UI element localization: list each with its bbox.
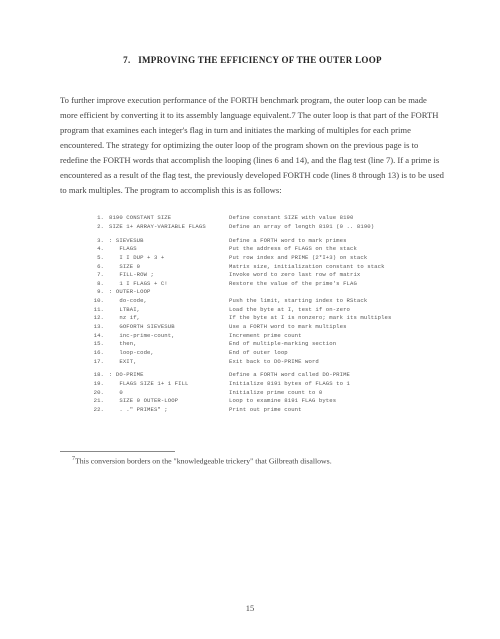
section-title-text: IMPROVING THE EFFICIENCY OF THE OUTER LO…: [138, 55, 382, 65]
code-description: Define a FORTH word to mark primes: [229, 237, 445, 246]
code-row: 20. 0Initialize prime count to 0: [88, 389, 445, 398]
code-line-number: 1.: [88, 214, 109, 223]
footnote-text: This conversion borders on the "knowledg…: [75, 456, 332, 465]
code-row: 3.: SIEVESUBDefine a FORTH word to mark …: [88, 237, 445, 246]
page: 7. IMPROVING THE EFFICIENCY OF THE OUTER…: [0, 0, 500, 639]
body-text: To further improve execution performance…: [60, 95, 444, 195]
code-text: : SIEVESUB: [109, 237, 229, 246]
code-text: SIZE 0: [109, 263, 229, 272]
code-description: Matrix size, initialization constant to …: [229, 263, 445, 272]
code-text: 1 I FLAGS + C!: [109, 280, 229, 289]
code-row: 21. SIZE 0 OUTER-LOOPLoop to examine 819…: [88, 397, 445, 406]
code-line-number: 17.: [88, 358, 109, 367]
code-row: 5. I I DUP + 3 +Put row index and PRIME …: [88, 254, 445, 263]
footnote: 7This conversion borders on the "knowled…: [60, 456, 445, 466]
code-line-number: 3.: [88, 237, 109, 246]
code-description: Define a FORTH word called DO-PRIME: [229, 371, 445, 380]
code-line-number: 2.: [88, 223, 109, 232]
code-text: : OUTER-LOOP: [109, 288, 229, 297]
code-description: Define an array of length 8191 (0 .. 819…: [229, 223, 445, 232]
code-line-number: 4.: [88, 245, 109, 254]
code-line-number: 13.: [88, 323, 109, 332]
code-row: 17. EXIT,Exit back to DO-PRIME word: [88, 358, 445, 367]
code-text: EXIT,: [109, 358, 229, 367]
code-row: 16. loop-code,End of outer loop: [88, 349, 445, 358]
code-row: 18.: DO-PRIMEDefine a FORTH word called …: [88, 371, 445, 380]
code-text: GOFORTH SIEVESUB: [109, 323, 229, 332]
code-row: 6. SIZE 0Matrix size, initialization con…: [88, 263, 445, 272]
code-text: FLAGS: [109, 245, 229, 254]
code-row: 22. . ." PRIMES" ;Print out prime count: [88, 406, 445, 415]
code-description: Increment prime count: [229, 332, 445, 341]
code-line-number: 15.: [88, 340, 109, 349]
code-row: 4. FLAGSPut the address of FLAGS on the …: [88, 245, 445, 254]
code-row: 10. do-code,Push the limit, starting ind…: [88, 297, 445, 306]
code-description: Use a FORTH word to mark multiples: [229, 323, 445, 332]
code-text: nz if,: [109, 314, 229, 323]
code-line-number: 19.: [88, 380, 109, 389]
code-text: SIZE 1+ ARRAY-VARIABLE FLAGS: [109, 223, 229, 232]
section-heading: 7. IMPROVING THE EFFICIENCY OF THE OUTER…: [60, 55, 445, 65]
code-line-number: 21.: [88, 397, 109, 406]
code-text: LTBAI,: [109, 306, 229, 315]
code-text: 8190 CONSTANT SIZE: [109, 214, 229, 223]
code-description: Loop to examine 8191 FLAG bytes: [229, 397, 445, 406]
code-description: If the byte at I is nonzero; mark its mu…: [229, 314, 445, 323]
code-description: Invoke word to zero last row of matrix: [229, 271, 445, 280]
code-line-number: 22.: [88, 406, 109, 415]
code-description: Put row index and PRIME (2*I+3) on stack: [229, 254, 445, 263]
code-row: 13. GOFORTH SIEVESUBUse a FORTH word to …: [88, 323, 445, 332]
code-line-number: 16.: [88, 349, 109, 358]
code-description: Print out prime count: [229, 406, 445, 415]
code-text: I I DUP + 3 +: [109, 254, 229, 263]
code-text: inc-prime-count,: [109, 332, 229, 341]
code-text: . ." PRIMES" ;: [109, 406, 229, 415]
code-line-number: 11.: [88, 306, 109, 315]
code-row: 14. inc-prime-count,Increment prime coun…: [88, 332, 445, 341]
code-text: FLAGS SIZE 1+ 1 FILL: [109, 380, 229, 389]
code-text: SIZE 0 OUTER-LOOP: [109, 397, 229, 406]
code-description: [229, 288, 445, 297]
code-description: Initialize prime count to 0: [229, 389, 445, 398]
code-text: 0: [109, 389, 229, 398]
code-description: Put the address of FLAGS on the stack: [229, 245, 445, 254]
code-line-number: 10.: [88, 297, 109, 306]
code-description: End of multiple-marking section: [229, 340, 445, 349]
code-text: loop-code,: [109, 349, 229, 358]
code-line-number: 18.: [88, 371, 109, 380]
code-row: 15. then,End of multiple-marking section: [88, 340, 445, 349]
code-text: FILL-ROW ;: [109, 271, 229, 280]
page-number: 15: [0, 603, 500, 613]
code-line-number: 9.: [88, 288, 109, 297]
code-description: End of outer loop: [229, 349, 445, 358]
code-description: Initialize 8191 bytes of FLAGS to 1: [229, 380, 445, 389]
code-line-number: 5.: [88, 254, 109, 263]
code-line-number: 7.: [88, 271, 109, 280]
code-line-number: 14.: [88, 332, 109, 341]
body-paragraph: To further improve execution performance…: [60, 93, 445, 198]
code-row: 7. FILL-ROW ;Invoke word to zero last ro…: [88, 271, 445, 280]
code-description: Restore the value of the prime's FLAG: [229, 280, 445, 289]
code-row: 1.8190 CONSTANT SIZEDefine constant SIZE…: [88, 214, 445, 223]
code-text: : DO-PRIME: [109, 371, 229, 380]
code-line-number: 6.: [88, 263, 109, 272]
section-number: 7.: [123, 55, 130, 65]
code-row: 2.SIZE 1+ ARRAY-VARIABLE FLAGSDefine an …: [88, 223, 445, 232]
code-row: 12. nz if,If the byte at I is nonzero; m…: [88, 314, 445, 323]
footnote-rule: [60, 451, 175, 452]
code-description: Push the limit, starting index to RStack: [229, 297, 445, 306]
code-row: 9.: OUTER-LOOP: [88, 288, 445, 297]
code-description: Load the byte at I, test if on-zero: [229, 306, 445, 315]
code-listing: 1.8190 CONSTANT SIZEDefine constant SIZE…: [88, 214, 445, 414]
code-line-number: 12.: [88, 314, 109, 323]
code-line-number: 8.: [88, 280, 109, 289]
code-row: 11. LTBAI,Load the byte at I, test if on…: [88, 306, 445, 315]
code-text: then,: [109, 340, 229, 349]
code-text: do-code,: [109, 297, 229, 306]
code-row: 8. 1 I FLAGS + C!Restore the value of th…: [88, 280, 445, 289]
code-row: 19. FLAGS SIZE 1+ 1 FILLInitialize 8191 …: [88, 380, 445, 389]
code-line-number: 20.: [88, 389, 109, 398]
code-description: Define constant SIZE with value 8190: [229, 214, 445, 223]
code-description: Exit back to DO-PRIME word: [229, 358, 445, 367]
